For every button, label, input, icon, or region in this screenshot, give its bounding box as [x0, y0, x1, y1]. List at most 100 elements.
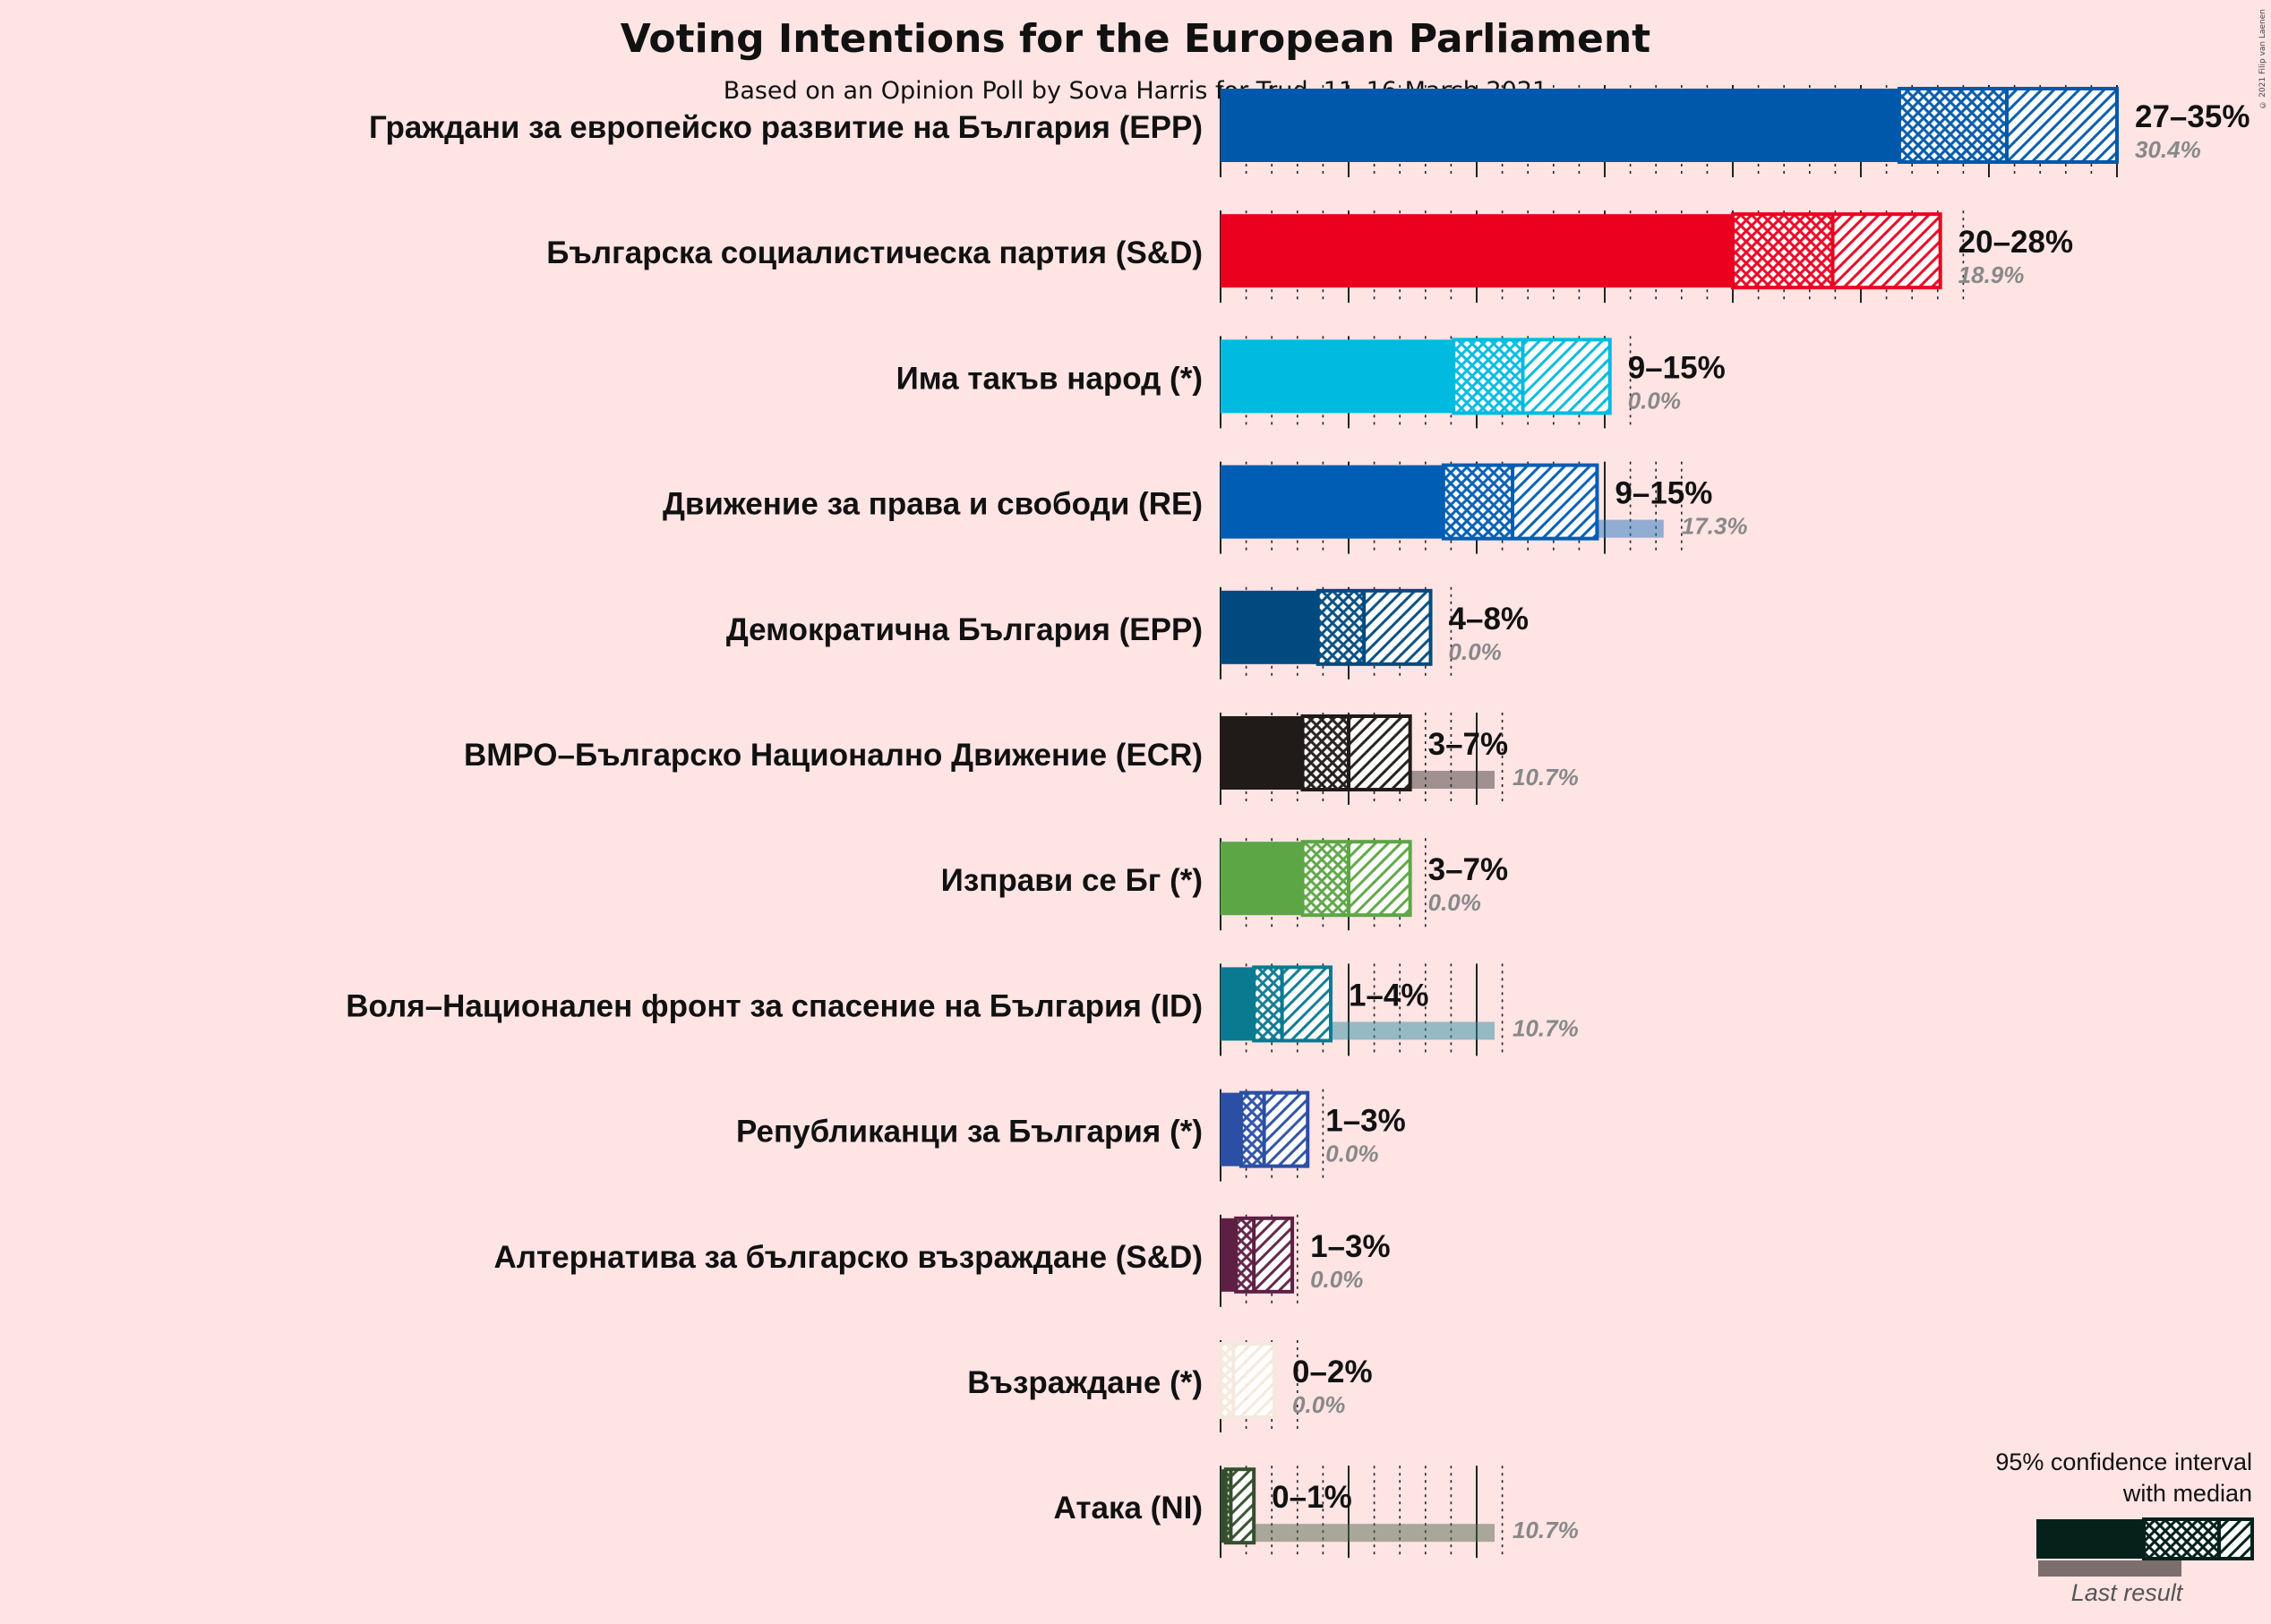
legend-hatch-swatch [2217, 1517, 2254, 1560]
party-bars: Граждани за европейско развитие на Бълга… [346, 87, 2250, 1545]
last-result-label: 0.0% [1628, 387, 1681, 414]
range-label: 1–4% [1349, 978, 1429, 1013]
ci-lower-half [1254, 967, 1282, 1041]
legend-title-line1: 95% confidence interval [1995, 1449, 2252, 1475]
ci-upper-half [1832, 214, 1941, 288]
last-result-label: 18.9% [1958, 261, 2025, 288]
chart-title: Voting Intentions for the European Parli… [620, 16, 1651, 62]
party-name: Изправи се Бг (*) [941, 863, 1203, 898]
party-name: Атака (NI) [1054, 1491, 1203, 1526]
legend: 95% confidence interval with median Last… [1995, 1449, 2254, 1606]
legend-crosshatch-swatch [2142, 1517, 2221, 1560]
ci-outline [1252, 965, 1333, 1043]
last-result-label: 17.3% [1682, 513, 1748, 540]
last-result-label: 10.7% [1513, 1014, 1579, 1041]
ci-solid-bar [1221, 89, 1899, 162]
ci-lower-half [1225, 1469, 1231, 1543]
legend-last-result-swatch [2038, 1560, 2181, 1577]
range-label: 1–3% [1325, 1104, 1406, 1139]
party-row: Воля–Национален фронт за спасение на Бъл… [346, 965, 1579, 1043]
party-row: Изправи се Бг (*) 3–7%0.0% [941, 840, 1509, 918]
last-result-label: 0.0% [1310, 1266, 1363, 1293]
party-name: Републиканци за България (*) [736, 1115, 1203, 1150]
last-result-label: 10.7% [1513, 1517, 1579, 1543]
ci-upper-half [1364, 590, 1431, 664]
ci-upper-half [1522, 339, 1610, 414]
ci-solid-bar [1221, 716, 1303, 790]
party-name: ВМРО–Българско Национално Движение (ECR) [464, 738, 1203, 773]
range-label: 0–2% [1292, 1355, 1373, 1389]
party-name: Българска социалистическа партия (S&D) [546, 235, 1203, 270]
party-name: Има такъв народ (*) [896, 361, 1203, 396]
ci-lower-half [1302, 842, 1349, 916]
ci-lower-half [1898, 89, 2008, 162]
ci-outline [1315, 588, 1433, 666]
ci-lower-half [1302, 716, 1349, 790]
ci-upper-half [2007, 89, 2117, 162]
ci-upper-half [1264, 1092, 1308, 1167]
ci-lower-half [1453, 339, 1523, 414]
ci-outline [1300, 840, 1412, 918]
ci-lower-half [1240, 1092, 1264, 1167]
ci-solid-bar [1221, 214, 1733, 288]
range-label: 3–7% [1428, 727, 1509, 762]
ci-lower-half [1317, 590, 1365, 664]
ci-outline [1441, 463, 1599, 541]
legend-title-line2: with median [2122, 1480, 2252, 1507]
last-result-label: 30.4% [2135, 136, 2201, 163]
ci-upper-half [1281, 967, 1331, 1041]
party-name: Демократична България (EPP) [726, 612, 1203, 647]
ci-lower-half [1236, 1218, 1255, 1292]
party-name: Възраждане (*) [967, 1365, 1203, 1400]
party-name: Алтернатива за българско възраждане (S&D… [493, 1240, 1203, 1275]
last-result-label: 0.0% [1449, 638, 1502, 665]
ci-solid-bar [1221, 842, 1303, 916]
ci-upper-half [1254, 1218, 1293, 1292]
party-row: Има такъв народ (*) 9–15%0.0% [896, 338, 1726, 415]
range-label: 3–7% [1428, 852, 1509, 887]
last-result-label: 0.0% [1292, 1391, 1345, 1418]
party-row: Демократична България (EPP) 4–8%0.0% [726, 588, 1530, 666]
last-result-bar [1221, 1524, 1495, 1543]
range-label: 0–1% [1272, 1480, 1352, 1515]
ci-solid-bar [1221, 967, 1255, 1041]
party-row: Граждани за европейско развитие на Бълга… [369, 87, 2250, 164]
ci-solid-bar [1221, 465, 1444, 539]
ci-outline [1731, 212, 1942, 290]
party-row: Републиканци за България (*) 1–3%0.0% [736, 1090, 1406, 1168]
party-row: ВМРО–Българско Национално Движение (ECR)… [464, 714, 1579, 791]
ci-solid-bar [1221, 1092, 1241, 1167]
legend-solid-swatch [2036, 1519, 2144, 1559]
ci-upper-half [1513, 465, 1598, 539]
ci-solid-bar [1221, 590, 1318, 664]
party-name: Граждани за европейско развитие на Бълга… [369, 110, 1203, 145]
party-name: Воля–Национален фронт за спасение на Бъл… [346, 988, 1203, 1023]
ci-lower-half [1221, 1344, 1234, 1417]
range-label: 9–15% [1628, 350, 1726, 385]
ci-outline [1234, 1216, 1295, 1294]
range-label: 4–8% [1449, 602, 1530, 637]
range-label: 20–28% [1958, 225, 2073, 260]
ci-solid-bar [1221, 1469, 1226, 1543]
gridlines [1220, 85, 2118, 1559]
party-row: Българска социалистическа партия (S&D) 20… [546, 212, 2073, 290]
range-label: 9–15% [1615, 476, 1712, 511]
ci-upper-half [1230, 1469, 1255, 1543]
ci-lower-half [1733, 214, 1833, 288]
ci-outline [1238, 1090, 1310, 1168]
party-row: Движение за права и свободи (RE) 9–15%17.… [663, 463, 1748, 541]
last-result-label: 0.0% [1325, 1141, 1378, 1167]
ci-solid-bar [1221, 1218, 1237, 1292]
ci-upper-half [1233, 1344, 1275, 1417]
party-row: Алтернатива за българско възраждане (S&D… [493, 1216, 1391, 1294]
ci-upper-half [1349, 842, 1410, 916]
party-row: Атака (NI) 0–1% 10.7% [1054, 1467, 1579, 1545]
ci-upper-half [1349, 716, 1410, 790]
ci-outline [1223, 1467, 1256, 1545]
last-result-label: 0.0% [1428, 889, 1481, 916]
ci-outline [1219, 1342, 1277, 1419]
range-label: 1–3% [1310, 1229, 1391, 1264]
party-row: Възраждане (*) 0–2%0.0% [967, 1342, 1373, 1419]
ci-lower-half [1443, 465, 1513, 539]
